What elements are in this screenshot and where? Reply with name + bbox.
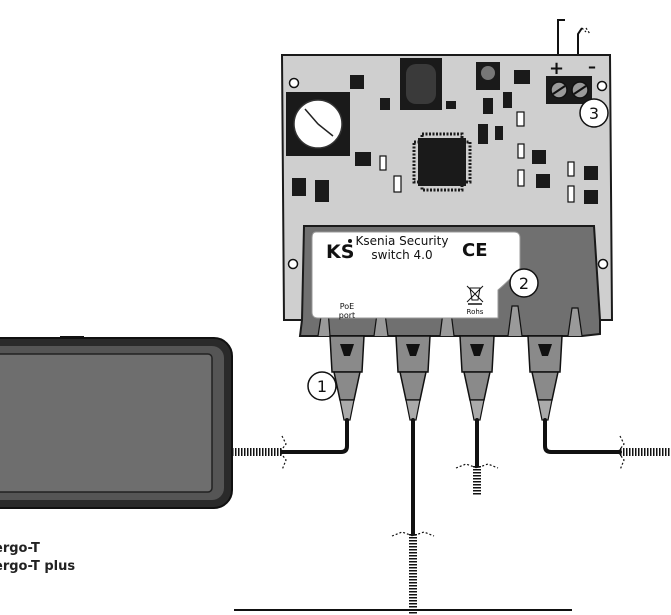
tablet-label-ergo-t: ergo-T [0, 541, 40, 556]
rj45-connector-3 [459, 335, 495, 421]
callout-3: 3 [579, 98, 609, 128]
cable-continuations [232, 448, 671, 615]
product-label: KS Ksenia Security switch 4.0 CE Rohs Po… [311, 231, 521, 320]
poe-label-line2: port [339, 311, 355, 320]
tablet-label-ergo-t-plus: ergo-T plus [0, 559, 76, 574]
svg-text:2: 2 [519, 274, 529, 293]
tablet-screen [0, 353, 213, 493]
plus-sign: + [549, 58, 564, 79]
weee-bin-icon [466, 285, 484, 305]
power-cable [557, 19, 591, 62]
device-name-line2: switch 4.0 [371, 248, 432, 262]
svg-text:3: 3 [589, 104, 599, 123]
poe-label-line1: PoE [340, 302, 355, 311]
device-name-line1: Ksenia Security [356, 234, 449, 248]
mount-hole-top-left [288, 77, 300, 89]
callout-2: 2 [509, 268, 539, 298]
ce-mark: CE [462, 240, 488, 261]
svg-text:1: 1 [317, 377, 327, 396]
ethernet-cables [280, 418, 622, 536]
cable-break-marks [279, 435, 625, 537]
rj45-connectors [329, 335, 563, 421]
cable-1 [280, 418, 349, 454]
callout-1: 1 [307, 371, 337, 401]
mount-hole-top-right [596, 80, 608, 92]
rj45-connector-2 [395, 335, 431, 421]
minus-sign: – [588, 57, 596, 76]
tablet-device [0, 336, 233, 509]
microcontroller-chip [412, 132, 472, 192]
rj45-connector-4 [527, 335, 563, 421]
logo-dot [348, 239, 352, 243]
rohs-text: Rohs [467, 308, 484, 316]
ksenia-logo: KS [326, 241, 354, 263]
cable-4 [543, 418, 622, 454]
rj45-connector-1 [329, 335, 365, 421]
mount-hole-mid-right [597, 258, 609, 270]
power-terminal [546, 76, 592, 104]
mount-hole-mid-left [287, 258, 299, 270]
